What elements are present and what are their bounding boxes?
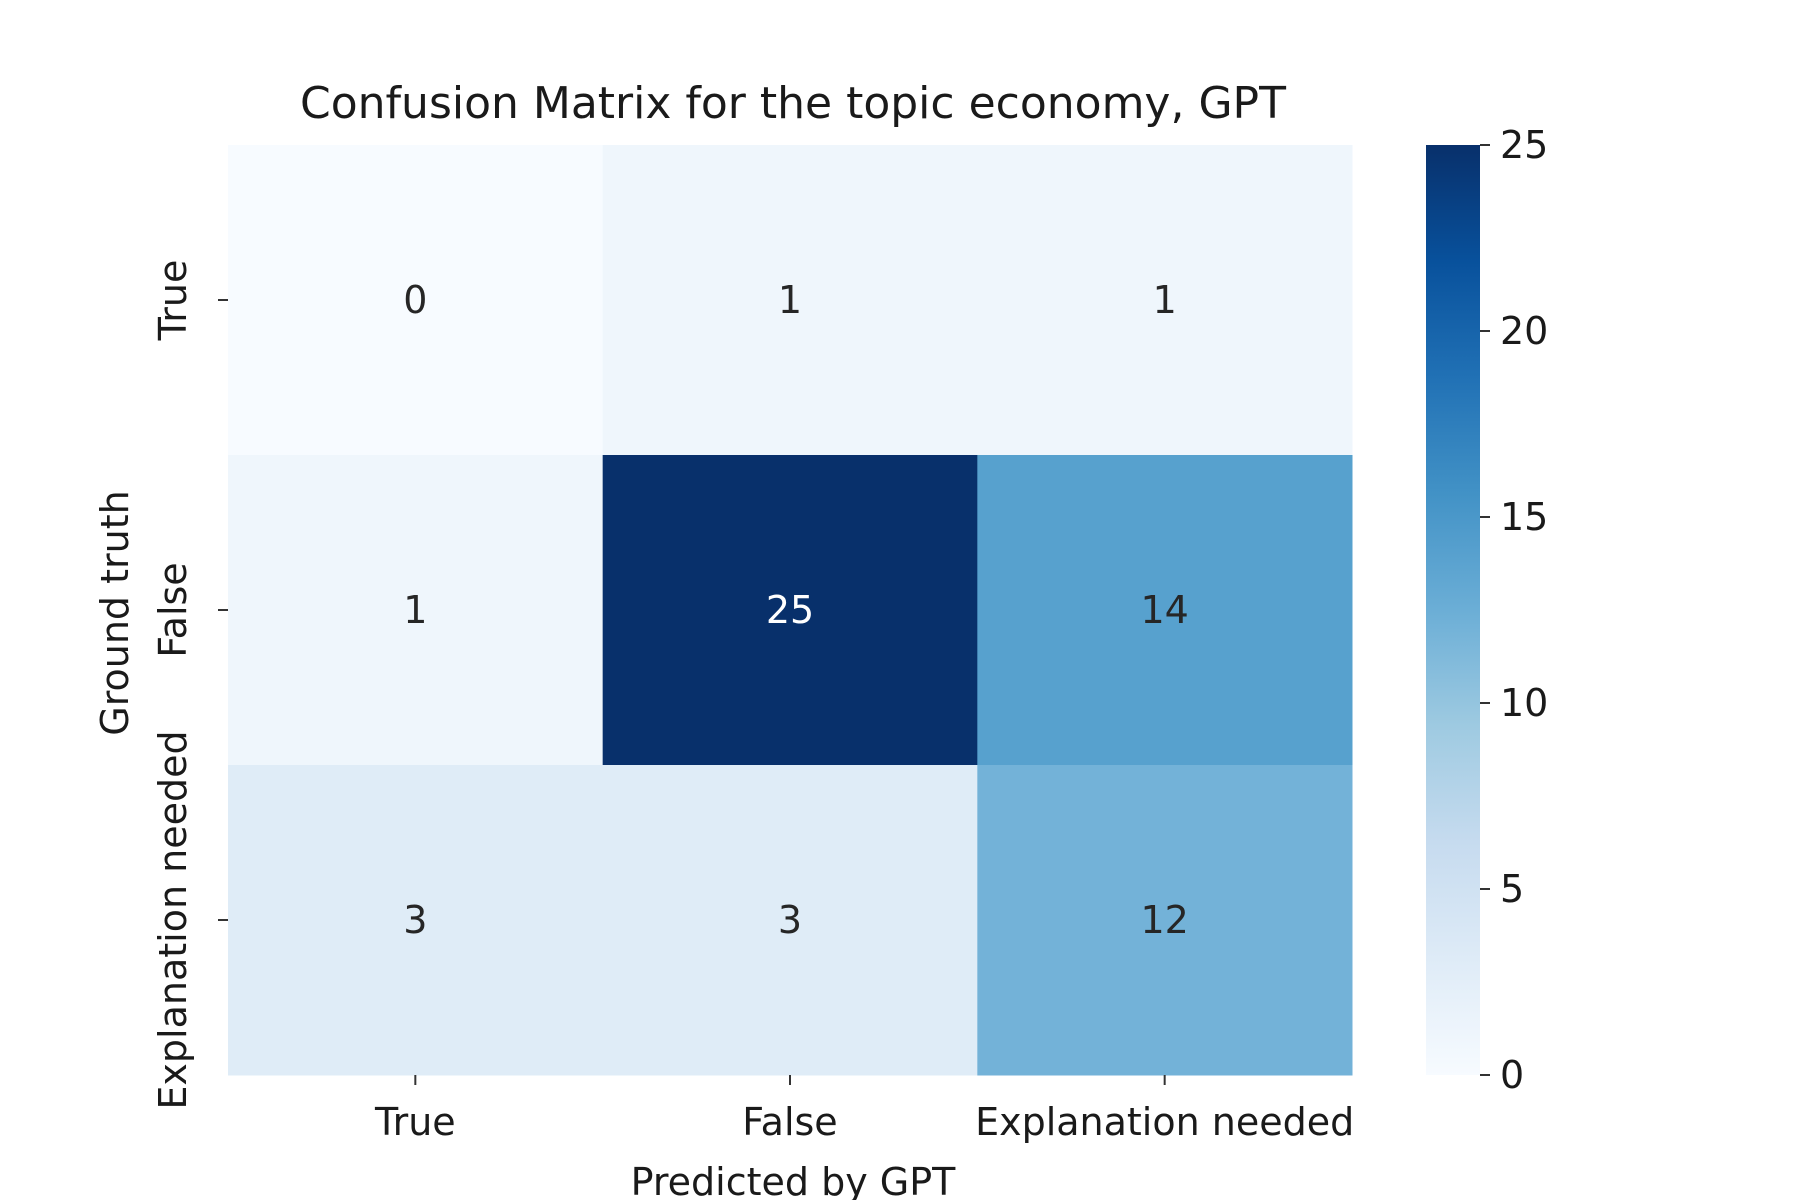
chart-title: Confusion Matrix for the topic economy, … xyxy=(300,78,1286,129)
y-tick-label: Explanation needed xyxy=(151,730,195,1109)
colorbar-tick-label: 20 xyxy=(1500,309,1548,353)
y-axis: True False Explanation needed xyxy=(151,260,228,1110)
cell-value-label: 1 xyxy=(778,278,802,322)
colorbar xyxy=(1426,145,1480,1075)
heatmap-cell xyxy=(228,455,604,766)
colorbar-ticks: 0 5 10 15 20 25 xyxy=(1480,123,1548,1097)
heatmap-cells: 0 1 1 1 25 14 3 3 12 xyxy=(228,145,1353,1076)
heatmap-cell xyxy=(977,145,1353,456)
colorbar-tick-label: 5 xyxy=(1500,867,1524,911)
x-tick-label: Explanation needed xyxy=(975,1100,1354,1144)
heatmap-cell xyxy=(977,765,1353,1076)
cell-value-label: 14 xyxy=(1140,588,1188,632)
x-tick-label: True xyxy=(374,1100,456,1144)
y-axis-label: Ground truth xyxy=(93,490,137,735)
colorbar-tick-label: 15 xyxy=(1500,495,1548,539)
cell-value-label: 3 xyxy=(403,898,427,942)
cell-value-label: 12 xyxy=(1140,898,1188,942)
colorbar-tick-label: 0 xyxy=(1500,1053,1524,1097)
x-axis-label: Predicted by GPT xyxy=(631,1160,957,1200)
heatmap-cell xyxy=(977,455,1353,766)
colorbar-tick-label: 25 xyxy=(1500,123,1548,167)
heatmap-cell xyxy=(228,765,604,1076)
x-axis: True False Explanation needed xyxy=(374,1075,1354,1144)
heatmap-cell xyxy=(602,145,978,456)
colorbar-tick-label: 10 xyxy=(1500,681,1548,725)
cell-value-label: 3 xyxy=(778,898,802,942)
heatmap-cell xyxy=(602,765,978,1076)
cell-value-label: 1 xyxy=(403,588,427,632)
cell-value-label: 0 xyxy=(403,278,427,322)
y-tick-label: True xyxy=(151,260,195,342)
x-tick-label: False xyxy=(742,1100,837,1144)
heatmap-cell xyxy=(602,455,978,766)
heatmap-cell xyxy=(228,145,604,456)
cell-value-label: 25 xyxy=(766,588,814,632)
cell-value-label: 1 xyxy=(1153,278,1177,322)
y-tick-label: False xyxy=(151,562,195,657)
